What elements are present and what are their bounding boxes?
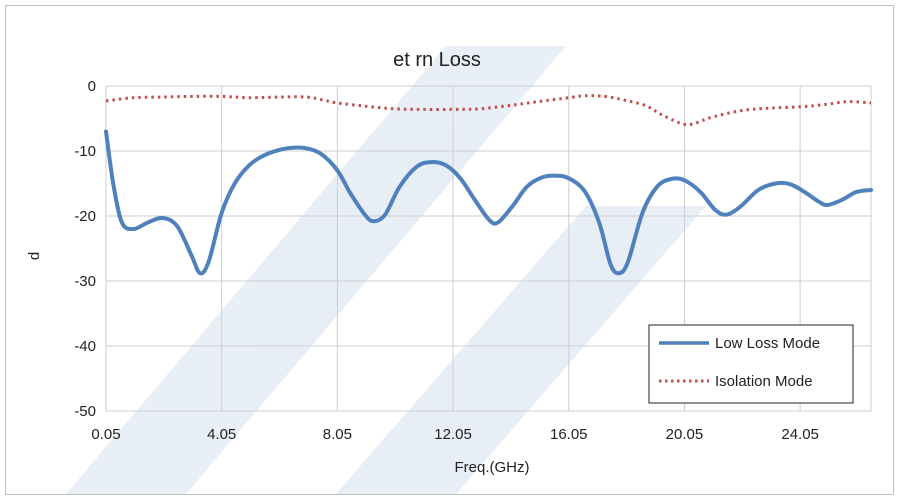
legend-box — [648, 324, 854, 404]
x-tick-label: 4.05 — [207, 426, 236, 443]
x-tick-label: 0.05 — [91, 426, 120, 443]
x-tick-label: 20.05 — [666, 426, 704, 443]
series-lines — [104, 94, 873, 276]
y-tick-label: -30 — [74, 273, 96, 290]
x-tick-label: 16.05 — [550, 426, 588, 443]
y-tick-label: -40 — [74, 338, 96, 355]
x-tick-label: 12.05 — [434, 426, 472, 443]
chart-frame: 0 -10 -20 -30 -40 -50 0.05 4.05 8.05 12.05 16.05 2… — [5, 5, 894, 495]
y-tick-label: -10 — [74, 143, 96, 160]
legend-label-low-loss: Low Loss Mode — [715, 335, 820, 352]
y-tick-label: -50 — [74, 403, 96, 420]
chart-title: et rn Loss — [393, 49, 481, 71]
x-tick-labels: 0.05 4.05 8.05 12.05 16.05 20.05 24.05 — [91, 426, 819, 443]
x-tick-label: 24.05 — [781, 426, 819, 443]
y-axis-label: d — [26, 252, 43, 260]
series-line-low-loss — [104, 129, 873, 276]
watermark — [66, 46, 706, 494]
x-tick-label: 8.05 — [323, 426, 352, 443]
y-tick-labels: 0 -10 -20 -30 -40 -50 — [74, 78, 96, 420]
legend-label-isolation: Isolation Mode — [715, 373, 813, 390]
y-tick-label: 0 — [88, 78, 96, 95]
chart: 0 -10 -20 -30 -40 -50 0.05 4.05 8.05 12.05 16.05 2… — [26, 46, 873, 494]
x-axis-label: Freq.(GHz) — [455, 459, 530, 476]
legend: Low Loss Mode Isolation Mode — [648, 324, 854, 404]
y-tick-label: -20 — [74, 208, 96, 225]
